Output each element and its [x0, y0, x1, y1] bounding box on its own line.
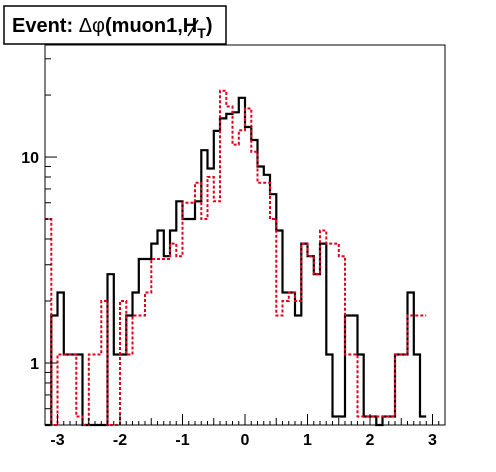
y-tick-label: 10	[21, 150, 39, 167]
chart-title-prefix: Event:	[12, 15, 79, 37]
y-tick-label: 1	[30, 356, 39, 373]
y-axis: 1 10	[21, 58, 57, 426]
chart-title-subscript: T	[197, 25, 206, 41]
x-tick-label: 2	[366, 432, 375, 449]
x-tick-label: 0	[241, 432, 250, 449]
chart-title-group: Event: Δφ(muon1,HT)	[3, 5, 227, 45]
chart-title-symbol: Δφ	[79, 15, 105, 37]
x-tick-label: 3	[428, 432, 437, 449]
chart-title-box	[3, 5, 227, 45]
x-tick-label: 1	[303, 432, 312, 449]
chart-title-body: (muon1,	[105, 15, 183, 37]
x-tick-label: -1	[175, 432, 189, 449]
chart-title: Event: Δφ(muon1,HT)	[12, 15, 212, 41]
series-black-solid-line	[45, 96, 427, 427]
x-axis: -3 -2 -1 0 1 2 3	[44, 414, 446, 449]
x-tick-label: -2	[113, 432, 127, 449]
x-tick-label: -3	[50, 432, 64, 449]
chart-title-close: )	[206, 15, 213, 37]
chart-title-slash-mark	[187, 19, 199, 37]
chart-title-h: H	[183, 15, 197, 37]
